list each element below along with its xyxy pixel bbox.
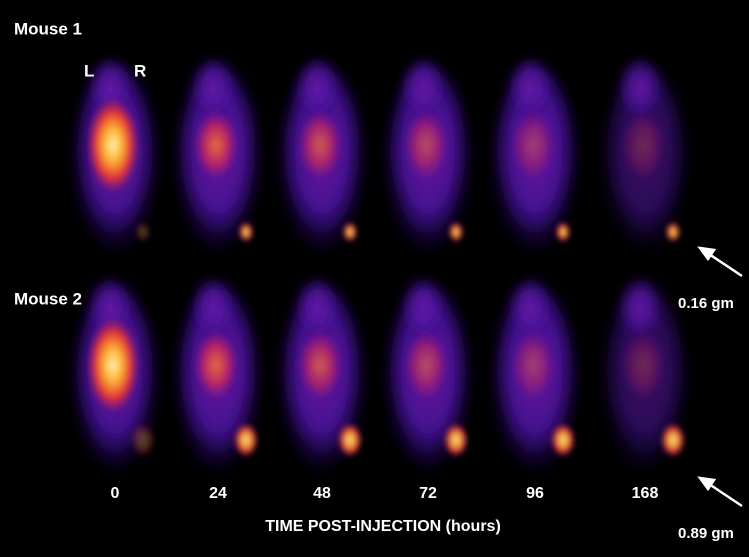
uptake — [404, 330, 448, 400]
uptake — [298, 110, 342, 180]
tumor — [131, 423, 155, 457]
head — [403, 280, 443, 340]
side-label: R — [134, 61, 146, 80]
uptake — [298, 330, 342, 400]
tumor — [556, 222, 570, 242]
tumor — [661, 423, 685, 457]
mouse-image — [176, 60, 260, 255]
uptake — [621, 110, 665, 180]
uptake — [87, 97, 139, 193]
row-label: Mouse 2 — [14, 289, 82, 308]
uptake — [194, 110, 238, 180]
tumor — [551, 423, 575, 457]
mouse-image — [386, 280, 470, 475]
uptake — [511, 110, 555, 180]
uptake — [87, 317, 139, 413]
head — [193, 60, 233, 120]
tumor — [343, 222, 357, 242]
row-label: Mouse 1 — [14, 19, 82, 38]
time-label: 168 — [632, 485, 659, 502]
tumor-label: 0.16 gm — [678, 295, 734, 312]
arrow-head — [697, 476, 717, 492]
uptake — [404, 110, 448, 180]
tumor — [234, 423, 258, 457]
mouse-image — [73, 60, 157, 255]
arrow-head — [697, 246, 717, 262]
tumor — [666, 222, 680, 242]
axis-label: TIME POST-INJECTION (hours) — [265, 518, 501, 535]
arrows — [697, 246, 743, 508]
tumor — [239, 222, 253, 242]
side-label: L — [84, 61, 94, 80]
mouse-image — [73, 280, 157, 475]
mouse-image — [280, 60, 364, 255]
time-label: 48 — [313, 485, 331, 502]
uptake — [621, 330, 665, 400]
time-label: 0 — [111, 485, 120, 502]
uptake — [194, 330, 238, 400]
tumor — [449, 222, 463, 242]
mouse-image — [493, 280, 577, 475]
head — [297, 280, 337, 340]
uptake — [511, 330, 555, 400]
tumor-label: 0.89 gm — [678, 525, 734, 542]
mouse-image — [603, 60, 687, 255]
arrow — [705, 250, 743, 278]
tumor — [444, 423, 468, 457]
head — [510, 60, 550, 120]
mouse-image — [603, 280, 687, 475]
time-label: 96 — [526, 485, 544, 502]
head — [510, 280, 550, 340]
head — [620, 60, 660, 120]
arrow — [705, 480, 743, 508]
head — [193, 280, 233, 340]
mouse-image — [386, 60, 470, 255]
mouse-image — [493, 60, 577, 255]
head — [403, 60, 443, 120]
time-label: 24 — [209, 485, 227, 502]
time-label: 72 — [419, 485, 437, 502]
head — [620, 280, 660, 340]
head — [297, 60, 337, 120]
tumor — [136, 222, 150, 242]
mouse-image — [176, 280, 260, 475]
tumor — [338, 423, 362, 457]
images — [73, 60, 687, 475]
mouse-image — [280, 280, 364, 475]
